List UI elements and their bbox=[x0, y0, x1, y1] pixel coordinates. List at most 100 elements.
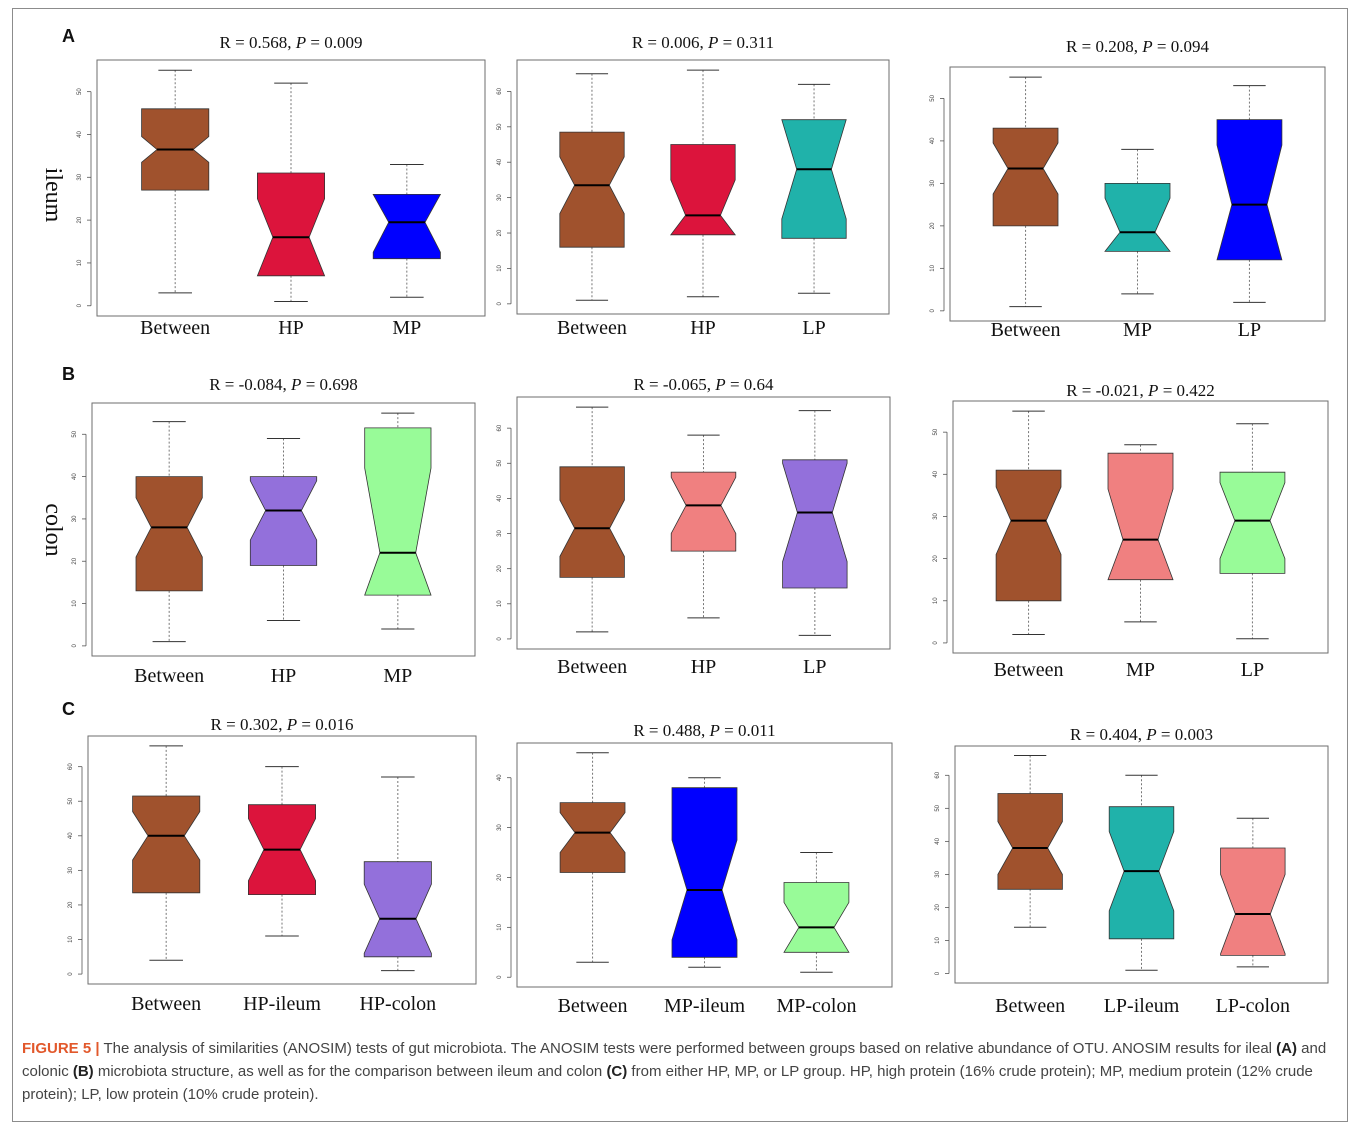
box-mp bbox=[1104, 182, 1171, 252]
y-tick-label: 30 bbox=[72, 515, 78, 522]
title-r: R = 0.568, bbox=[220, 33, 296, 52]
y-tick-label: 20 bbox=[935, 903, 941, 910]
y-tick-label: 60 bbox=[497, 87, 503, 94]
tissue-label-colon: colon bbox=[40, 503, 66, 556]
x-label-between: Between bbox=[991, 319, 1061, 341]
title-p-symbol: P bbox=[290, 375, 301, 394]
caption-label: FIGURE 5 | bbox=[22, 1040, 100, 1057]
y-tick-label: 0 bbox=[68, 972, 74, 976]
y-tick-label: 10 bbox=[930, 264, 936, 271]
y-tick-label: 0 bbox=[497, 637, 503, 641]
chart-title: R = -0.021, P = 0.422 bbox=[1066, 381, 1215, 400]
y-tick-label: 50 bbox=[933, 428, 939, 435]
box-hp bbox=[669, 144, 737, 236]
chart-title: R = 0.208, P = 0.094 bbox=[1066, 37, 1209, 56]
y-tick-label: 30 bbox=[77, 173, 83, 180]
x-label-between: Between bbox=[995, 995, 1065, 1017]
y-tick-label: 20 bbox=[77, 216, 83, 223]
y-tick-label: 20 bbox=[497, 565, 503, 572]
y-tick-label: 50 bbox=[930, 94, 936, 101]
y-tick-label: 60 bbox=[497, 424, 503, 431]
title-p-value: = 0.003 bbox=[1157, 725, 1213, 744]
title-r: R = -0.065, bbox=[633, 375, 715, 394]
title-p-value: = 0.422 bbox=[1158, 381, 1214, 400]
panel-letter-c: C bbox=[62, 699, 75, 719]
caption-ref-b: (B) bbox=[72, 1063, 94, 1080]
x-label-lp-colon: LP-colon bbox=[1216, 995, 1290, 1017]
box-between bbox=[559, 131, 625, 248]
boxplot-3: R = 0.208, P = 0.094 0 10 20 30 40 50 Between MP… bbox=[930, 37, 1326, 341]
y-tick-label: 30 bbox=[68, 866, 74, 873]
box-hp bbox=[670, 471, 737, 552]
y-tick-label: 40 bbox=[935, 837, 941, 844]
chart-title: R = 0.302, P = 0.016 bbox=[211, 715, 354, 734]
boxplot-1: R = 0.568, P = 0.009 0 10 20 30 40 50 Between HP… bbox=[77, 33, 486, 339]
title-p-symbol: P bbox=[709, 721, 720, 740]
x-label-lp: LP bbox=[1241, 659, 1264, 681]
panel-letter-a: A bbox=[62, 26, 75, 46]
boxplot-8: R = 0.488, P = 0.011 0 10 20 30 40 Between MP-i… bbox=[497, 721, 893, 1017]
caption-text-3: microbiota structure, as well as for the… bbox=[93, 1063, 607, 1080]
boxplot-4: R = -0.084, P = 0.698 0 10 20 30 40 50 Between H… bbox=[72, 375, 476, 687]
x-label-mp: MP bbox=[1126, 659, 1155, 681]
y-tick-label: 40 bbox=[68, 832, 74, 839]
x-label-mp-ileum: MP-ileum bbox=[664, 995, 746, 1017]
y-tick-label: 50 bbox=[935, 804, 941, 811]
boxplot-5: R = -0.065, P = 0.64 0 10 20 30 40 50 60 Between… bbox=[497, 375, 891, 678]
tissue-label-ileum: ileum bbox=[40, 168, 66, 223]
x-label-between: Between bbox=[558, 995, 628, 1017]
title-p-symbol: P bbox=[286, 715, 297, 734]
box-between bbox=[135, 476, 203, 592]
y-tick-label: 30 bbox=[497, 530, 503, 537]
title-p-value: = 0.009 bbox=[306, 33, 362, 52]
chart-title: R = 0.568, P = 0.009 bbox=[220, 33, 363, 52]
title-p-symbol: P bbox=[714, 375, 725, 394]
title-r: R = 0.006, bbox=[632, 33, 708, 52]
title-p-value: = 0.311 bbox=[718, 33, 774, 52]
y-tick-label: 0 bbox=[497, 302, 503, 306]
x-label-between: Between bbox=[557, 317, 627, 339]
title-p-symbol: P bbox=[1141, 37, 1152, 56]
y-tick-label: 20 bbox=[497, 229, 503, 236]
y-tick-label: 30 bbox=[497, 194, 503, 201]
y-tick-label: 10 bbox=[497, 264, 503, 271]
y-tick-label: 10 bbox=[935, 936, 941, 943]
title-p-symbol: P bbox=[295, 33, 306, 52]
caption-text-1: The analysis of similarities (ANOSIM) te… bbox=[99, 1040, 1277, 1057]
box-lp bbox=[782, 459, 848, 589]
y-tick-label: 40 bbox=[77, 130, 83, 137]
title-p-symbol: P bbox=[1147, 381, 1158, 400]
y-tick-label: 40 bbox=[933, 470, 939, 477]
chart-title: R = -0.065, P = 0.64 bbox=[633, 375, 774, 394]
box-hp bbox=[249, 476, 318, 566]
y-tick-label: 30 bbox=[930, 179, 936, 186]
title-p-value: = 0.016 bbox=[297, 715, 353, 734]
boxplot-2: R = 0.006, P = 0.311 0 10 20 30 40 50 60 Between… bbox=[497, 33, 890, 339]
title-p-value: = 0.094 bbox=[1153, 37, 1210, 56]
title-r: R = 0.488, bbox=[633, 721, 709, 740]
chart-title: R = -0.084, P = 0.698 bbox=[209, 375, 358, 394]
box-between bbox=[995, 469, 1062, 602]
x-label-lp: LP bbox=[803, 656, 826, 678]
y-tick-label: 10 bbox=[497, 923, 503, 930]
title-r: R = 0.208, bbox=[1066, 37, 1142, 56]
y-tick-label: 50 bbox=[497, 123, 503, 130]
title-r: R = -0.084, bbox=[209, 375, 291, 394]
x-label-between: Between bbox=[140, 317, 210, 339]
y-tick-label: 10 bbox=[68, 936, 74, 943]
title-r: R = 0.404, bbox=[1070, 725, 1146, 744]
y-tick-label: 0 bbox=[497, 975, 503, 979]
box-hp bbox=[256, 172, 326, 277]
x-label-between: Between bbox=[134, 665, 204, 687]
y-tick-label: 50 bbox=[68, 797, 74, 804]
title-p-value: = 0.64 bbox=[726, 375, 774, 394]
x-label-lp-ileum: LP-ileum bbox=[1104, 995, 1180, 1017]
caption-text-2: and colonic bbox=[22, 1040, 1327, 1080]
y-tick-label: 10 bbox=[77, 259, 83, 266]
figure-frame bbox=[12, 8, 1348, 1122]
x-label-hp: HP bbox=[691, 656, 717, 678]
x-label-hp: HP bbox=[690, 317, 716, 339]
box-mp bbox=[1107, 452, 1174, 581]
caption-ref-c: (C) bbox=[606, 1063, 628, 1080]
